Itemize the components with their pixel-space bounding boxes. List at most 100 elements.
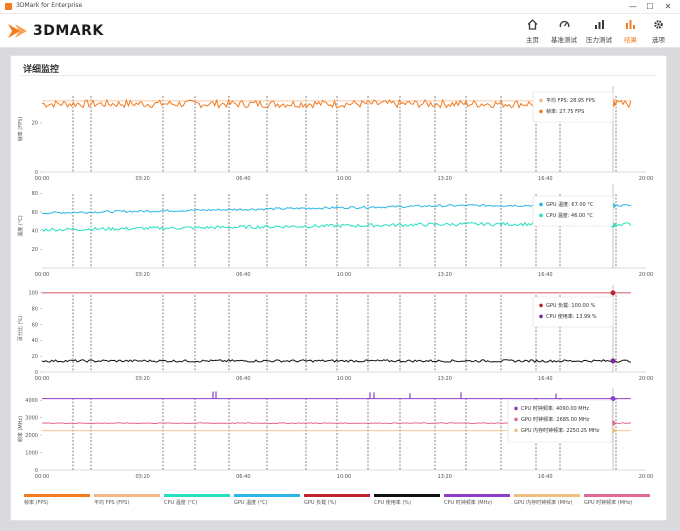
x-tick-label: 13:20 <box>437 474 451 480</box>
legend-item[interactable]: 平均 FPS (FPS) <box>94 494 162 518</box>
legend-swatch <box>94 494 160 497</box>
tooltip-label: CPU 使用率: 13.99 % <box>546 313 597 320</box>
app-header: 3DMARK 主页 基准测试 压力测试 结果 选项 <box>0 14 680 48</box>
x-tick-label: 20:00 <box>639 272 653 278</box>
cursor-dot <box>610 290 616 296</box>
y-tick-label: 1000 <box>25 450 38 456</box>
tooltip-label: 平均 FPS: 28.95 FPS <box>546 97 595 104</box>
legend-item[interactable]: CPU 温度 (°C) <box>164 494 232 518</box>
tooltip-dot <box>514 406 518 411</box>
tooltip-dot <box>539 202 543 207</box>
window-title: 3DMark for Enterprise <box>16 2 83 9</box>
legend-swatch <box>514 494 580 497</box>
home-icon <box>527 19 538 30</box>
tooltip-label: GPU 时钟频率: 2685.00 MHz <box>521 416 590 423</box>
x-tick-label: 16:40 <box>538 474 552 480</box>
x-tick-label: 10:00 <box>337 376 351 382</box>
chart-1: 20 40 60 80 温度 (°C) 00:00 03:20 06:40 10:00 13:20… <box>17 184 653 278</box>
tooltip-box <box>507 399 613 443</box>
y-tick-label: 20 <box>32 354 38 360</box>
y-tick-label: 60 <box>32 210 38 216</box>
y-tick-label: 20 <box>32 121 38 127</box>
3dmark-logo-icon <box>8 24 27 38</box>
x-tick-label: 06:40 <box>236 272 250 278</box>
legend-label: 帧率 (FPS) <box>24 500 49 506</box>
chart-3: 0 1000 2000 3000 4000 频率 (MHz) 00:00 03:20 06:40… <box>17 388 653 480</box>
y-tick-label: 2000 <box>25 433 38 439</box>
tooltip-label: CPU 时钟频率: 4090.00 MHz <box>521 405 589 412</box>
legend-label: GPU 温度 (°C) <box>234 500 268 506</box>
legend-swatch <box>24 494 90 497</box>
legend-item[interactable]: CPU 时钟频率 (MHz) <box>444 494 512 518</box>
series-line <box>41 359 631 363</box>
tooltip-dot <box>514 417 518 422</box>
nav-results[interactable]: 结果 <box>617 16 644 44</box>
title-bar: 3DMark for Enterprise — ☐ ✕ <box>0 0 680 14</box>
y-tick-label: 0 <box>35 468 38 474</box>
y-axis-label: 百分比 (%) <box>17 316 24 341</box>
main-nav: 主页 基准测试 压力测试 结果 选项 <box>518 16 672 44</box>
legend-swatch <box>374 494 440 497</box>
x-tick-label: 16:40 <box>538 272 552 278</box>
x-tick-label: 00:00 <box>35 176 49 182</box>
nav-benchmarks-label: 基准测试 <box>551 36 577 44</box>
x-tick-label: 10:00 <box>337 474 351 480</box>
nav-home[interactable]: 主页 <box>519 16 546 44</box>
legend-label: GPU 时钟频率 (MHz) <box>584 500 633 506</box>
y-tick-label: 80 <box>32 191 38 197</box>
legend-label: 平均 FPS (FPS) <box>94 500 130 506</box>
y-tick-label: 60 <box>32 322 38 328</box>
y-tick-label: 0 <box>35 170 38 176</box>
tooltip-box <box>532 91 614 123</box>
x-tick-label: 00:00 <box>35 376 49 382</box>
legend-item[interactable]: GPU 温度 (°C) <box>234 494 302 518</box>
nav-stress-tests[interactable]: 压力测试 <box>582 16 616 44</box>
minimize-button[interactable]: — <box>629 2 637 11</box>
tooltip-dot <box>539 213 543 218</box>
legend-label: GPU 负载 (%) <box>304 500 337 506</box>
nav-stress-tests-label: 压力测试 <box>586 36 612 44</box>
legend-label: GPU 内存时钟频率 (MHz) <box>514 500 573 506</box>
close-button[interactable]: ✕ <box>664 2 672 11</box>
legend-item[interactable]: 帧率 (FPS) <box>24 494 92 518</box>
brand-name: 3DMARK <box>33 23 104 39</box>
legend-item[interactable]: GPU 负载 (%) <box>304 494 372 518</box>
nav-options-label: 选项 <box>652 36 665 44</box>
bar-chart-icon <box>594 20 604 29</box>
x-tick-label: 00:00 <box>35 474 49 480</box>
x-tick-label: 03:20 <box>135 474 149 480</box>
y-axis-label: 频率 (MHz) <box>17 416 24 442</box>
x-tick-label: 13:20 <box>437 376 451 382</box>
tooltip-label: GPU 温度: 67.00 °C <box>546 201 594 208</box>
legend-item[interactable]: GPU 时钟频率 (MHz) <box>584 494 652 518</box>
x-tick-label: 16:40 <box>538 176 552 182</box>
x-tick-label: 03:20 <box>135 176 149 182</box>
legend-label: CPU 时钟频率 (MHz) <box>444 500 492 506</box>
tooltip-box <box>532 195 614 227</box>
tooltip-label: GPU 内存时钟频率: 2250.25 MHz <box>521 427 600 434</box>
legend-item[interactable]: CPU 使用率 (%) <box>374 494 442 518</box>
tooltip-dot <box>539 98 543 103</box>
brand-logo: 3DMARK <box>8 21 104 41</box>
x-tick-label: 13:20 <box>437 272 451 278</box>
maximize-button[interactable]: ☐ <box>646 2 654 11</box>
tooltip-dot <box>514 428 518 433</box>
legend-swatch <box>164 494 230 497</box>
gear-icon <box>654 20 663 29</box>
x-tick-label: 06:40 <box>236 376 250 382</box>
nav-home-label: 主页 <box>526 36 539 44</box>
panel-title: 详细监控 <box>23 65 60 75</box>
x-tick-label: 00:00 <box>35 272 49 278</box>
legend-item[interactable]: GPU 内存时钟频率 (MHz) <box>514 494 582 518</box>
panel-divider <box>21 75 656 76</box>
results-icon <box>626 20 635 29</box>
legend-swatch <box>304 494 370 497</box>
legend-label: CPU 使用率 (%) <box>374 500 411 506</box>
legend-swatch <box>444 494 510 497</box>
y-tick-label: 100 <box>28 291 38 297</box>
nav-benchmarks[interactable]: 基准测试 <box>547 16 581 44</box>
x-tick-label: 13:20 <box>437 176 451 182</box>
x-tick-label: 03:20 <box>135 272 149 278</box>
nav-options[interactable]: 选项 <box>645 16 672 44</box>
